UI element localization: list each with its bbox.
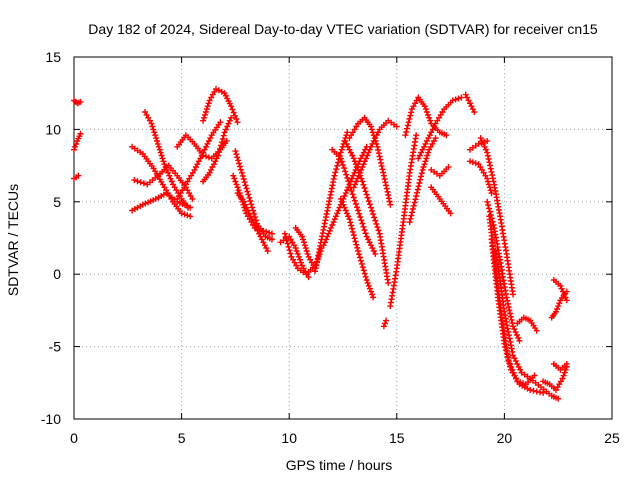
y-tick-label: 0 bbox=[53, 266, 61, 282]
plus-markers bbox=[200, 85, 241, 126]
plus-markers bbox=[428, 184, 454, 217]
plus-markers bbox=[402, 94, 450, 139]
series-t14 bbox=[230, 172, 275, 237]
y-tick-label: -5 bbox=[49, 339, 62, 355]
series-t20 bbox=[329, 146, 379, 257]
plus-markers bbox=[462, 91, 478, 116]
plus-markers bbox=[550, 277, 570, 304]
series-t10 bbox=[200, 85, 241, 126]
plus-markers bbox=[548, 288, 570, 321]
plus-markers bbox=[142, 109, 192, 211]
series-t2 bbox=[71, 130, 84, 153]
series-t35 bbox=[477, 135, 517, 298]
plot-frame bbox=[73, 56, 613, 420]
plus-markers bbox=[514, 314, 540, 334]
series-t42 bbox=[550, 360, 570, 373]
plus-markers bbox=[467, 158, 495, 197]
plus-markers bbox=[550, 360, 570, 373]
series-t7 bbox=[142, 109, 192, 211]
data-points bbox=[71, 85, 570, 402]
y-tick-label: 5 bbox=[53, 194, 61, 210]
plus-markers bbox=[428, 164, 452, 179]
x-tick-label: 25 bbox=[604, 430, 620, 446]
x-tick-label: 10 bbox=[281, 430, 297, 446]
series-t30 bbox=[428, 164, 452, 179]
series-t22 bbox=[337, 195, 377, 301]
plus-markers bbox=[406, 135, 439, 226]
series-t32 bbox=[462, 91, 478, 116]
series-t29 bbox=[415, 94, 465, 162]
series-t28 bbox=[406, 135, 439, 226]
series-t3 bbox=[71, 172, 82, 182]
plus-markers bbox=[350, 117, 400, 191]
x-tick-label: 15 bbox=[389, 430, 405, 446]
x-tick-label: 0 bbox=[70, 430, 78, 446]
plus-markers bbox=[230, 172, 275, 237]
series-t39 bbox=[492, 248, 562, 402]
series-t27 bbox=[402, 94, 450, 139]
plus-markers bbox=[232, 148, 275, 243]
series-t11 bbox=[200, 114, 235, 185]
series-t26 bbox=[380, 317, 390, 330]
plus-markers bbox=[320, 143, 370, 249]
plus-markers bbox=[488, 236, 547, 396]
y-tick-label: -10 bbox=[41, 411, 61, 427]
tick-labels: 0 5 10 15 20 25 -10 -5 0 5 10 15 bbox=[41, 49, 620, 446]
y-tick-label: 10 bbox=[45, 121, 61, 137]
plus-markers bbox=[492, 248, 562, 402]
plus-markers bbox=[387, 132, 420, 310]
plus-markers bbox=[477, 135, 517, 298]
series-t12 bbox=[232, 148, 275, 243]
x-tick-label: 5 bbox=[178, 430, 186, 446]
plus-markers bbox=[71, 97, 84, 107]
plus-markers bbox=[71, 172, 82, 182]
plus-markers bbox=[484, 198, 523, 344]
series-t38 bbox=[488, 236, 547, 396]
series-t25 bbox=[387, 132, 420, 310]
series-t16 bbox=[281, 230, 319, 278]
plus-markers bbox=[337, 195, 377, 301]
plus-markers bbox=[415, 94, 465, 162]
series-t43 bbox=[548, 288, 570, 321]
x-axis-label: GPS time / hours bbox=[286, 457, 393, 473]
grid bbox=[74, 57, 612, 419]
plus-markers bbox=[281, 230, 319, 278]
plus-markers bbox=[540, 363, 570, 393]
chart-title: Day 182 of 2024, Sidereal Day-to-day VTE… bbox=[88, 21, 598, 37]
y-axis-label: SDTVAR / TECUs bbox=[5, 184, 21, 296]
plus-markers bbox=[380, 317, 390, 330]
series-t40 bbox=[514, 314, 540, 334]
series-t44 bbox=[550, 277, 570, 304]
series-t1 bbox=[71, 97, 84, 107]
plus-markers bbox=[71, 130, 84, 153]
series-t36 bbox=[484, 198, 523, 344]
plus-markers bbox=[329, 146, 379, 257]
series-t41 bbox=[540, 363, 570, 393]
axis-ticks bbox=[73, 56, 613, 420]
series-t31 bbox=[428, 184, 454, 217]
series-t34 bbox=[467, 158, 495, 197]
y-tick-label: 15 bbox=[45, 49, 61, 65]
series-t19 bbox=[320, 143, 370, 249]
series-t24 bbox=[350, 117, 400, 191]
plus-markers bbox=[200, 114, 235, 185]
x-tick-label: 20 bbox=[497, 430, 513, 446]
